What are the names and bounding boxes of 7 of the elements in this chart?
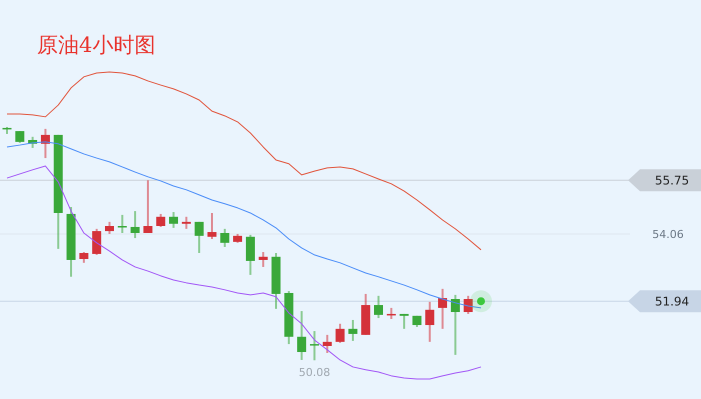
- line-series: [6, 166, 482, 380]
- y-tick-label: 55.75: [654, 173, 690, 188]
- annotation: 50.08: [298, 366, 330, 380]
- text: 原油4小时图: [37, 33, 156, 57]
- y-tick-label: 51.94: [654, 294, 690, 308]
- y-tick-label: 54.06: [652, 228, 684, 241]
- line-series: [6, 72, 482, 250]
